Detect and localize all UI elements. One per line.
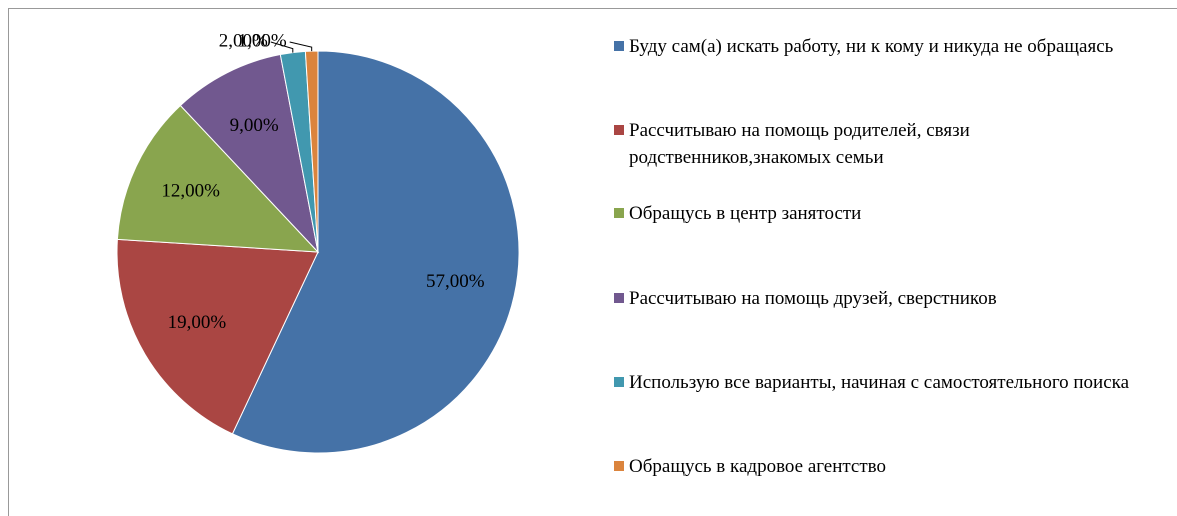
legend-entry: Обращусь в кадровое агентство [614,453,1159,480]
data-label: 57,00% [426,271,485,292]
legend-swatch [614,41,624,51]
legend-label: Использую все варианты, начиная с самост… [629,372,1130,393]
legend-entry: Рассчитываю на помощь друзей, сверстнико… [614,285,1159,312]
legend-label: Рассчитываю на помощь друзей, сверстнико… [629,288,997,309]
legend-swatch [614,377,624,387]
legend-label: Обращусь в кадровое агентство [629,456,887,477]
legend-entry: Буду сам(а) искать работу, ни к кому и н… [614,33,1159,60]
leader-line [289,41,313,52]
legend-swatch [614,293,624,303]
legend-label: Обращусь в центр занятости [629,203,862,224]
pie-slice [179,53,319,254]
data-label: 12,00% [161,180,220,201]
legend-swatch [614,208,624,218]
legend-entry: Рассчитываю на помощь родителей, связи р… [614,117,1159,171]
data-label: 9,00% [230,115,279,136]
legend-label: Рассчитываю на помощь родителей, связи р… [629,120,970,168]
data-label: 1,00% [238,30,287,51]
legend-entry: Обращусь в центр занятости [614,200,1159,227]
data-label: 2,00% [219,30,268,51]
leader-line [270,41,294,53]
legend-swatch [614,125,624,135]
legend-label: Буду сам(а) искать работу, ни к кому и н… [629,36,1114,57]
pie-slice [116,104,320,253]
frame [8,8,1177,516]
data-label: 19,00% [168,312,227,333]
legend-entry: Использую все варианты, начиная с самост… [614,369,1159,396]
pie-slice [116,238,319,435]
pie-slice [231,50,520,454]
legend-swatch [614,461,624,471]
